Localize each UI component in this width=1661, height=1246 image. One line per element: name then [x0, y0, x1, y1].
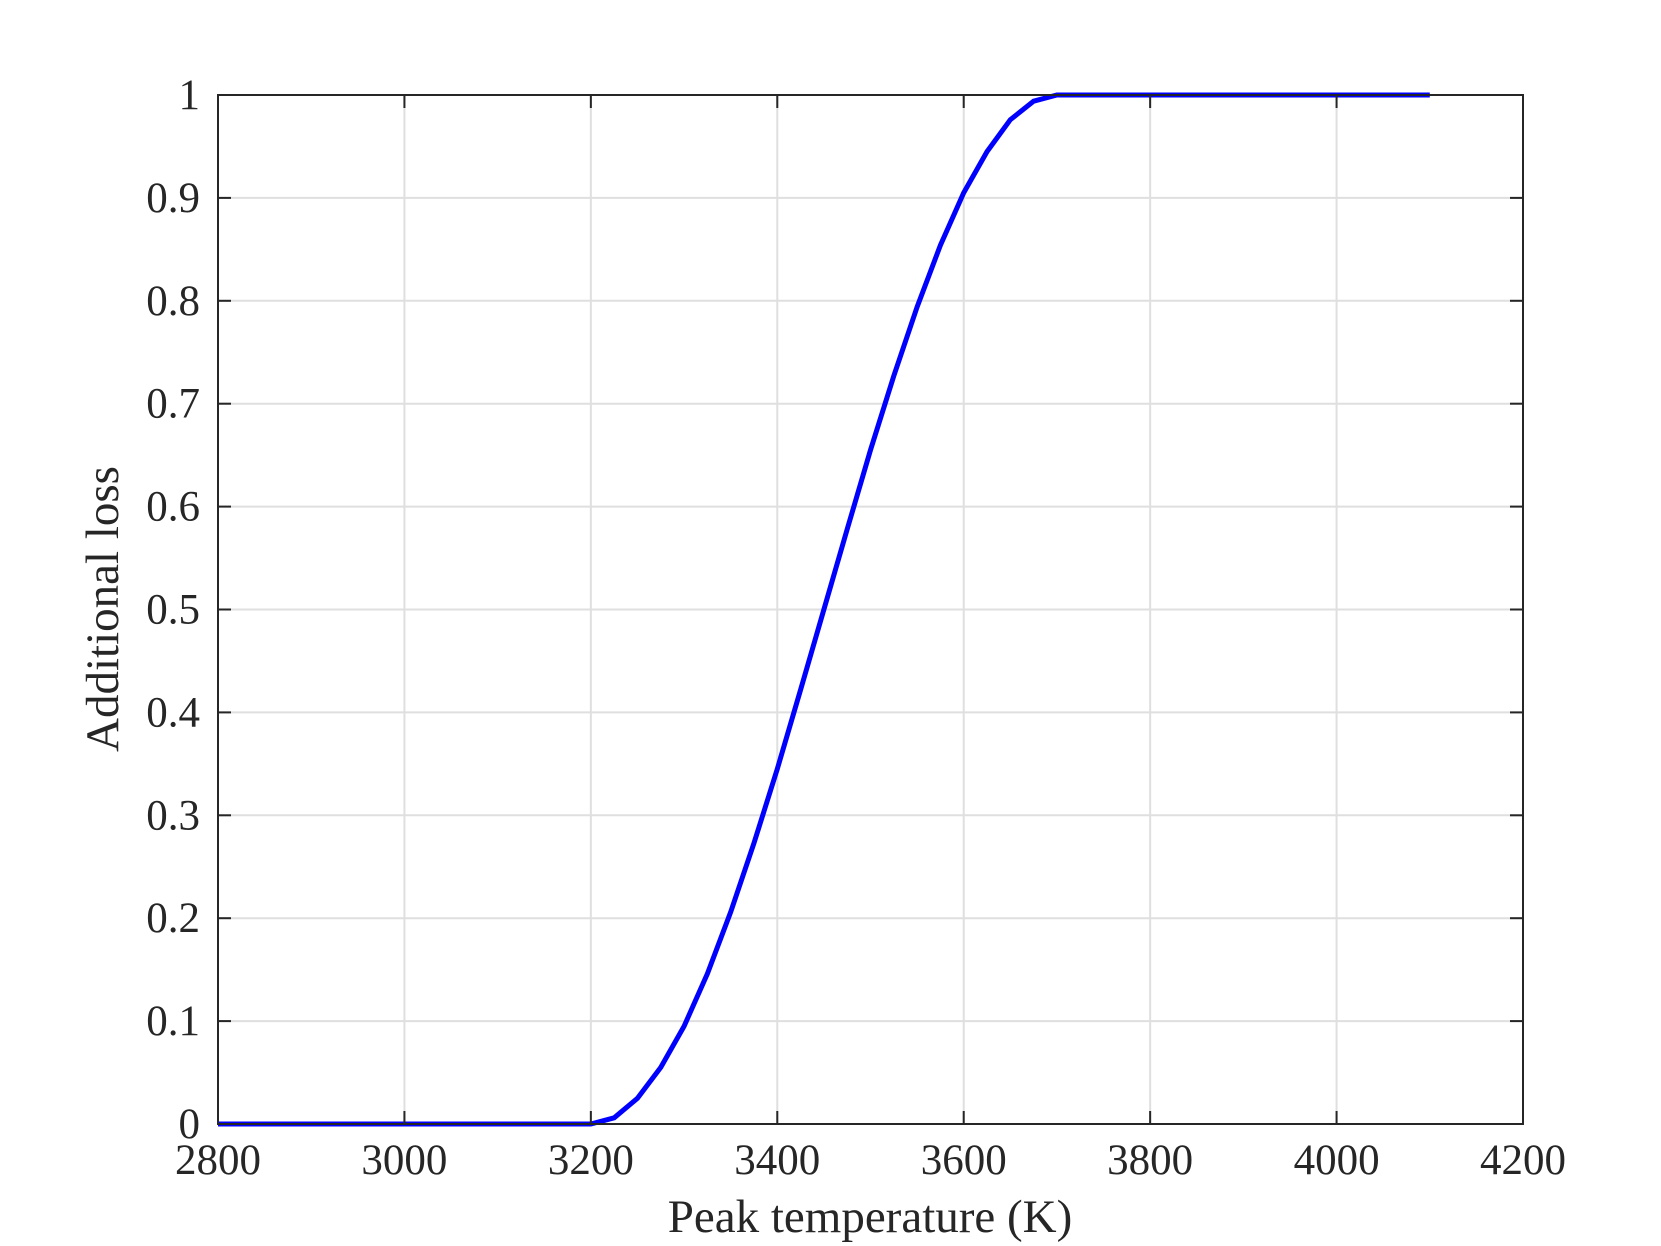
- x-tick-label: 2800: [175, 1137, 261, 1184]
- y-tick-label: 0.7: [146, 381, 200, 428]
- y-tick-label: 0.1: [146, 998, 200, 1045]
- x-tick-label: 4000: [1294, 1137, 1380, 1184]
- x-tick-label: 3400: [734, 1137, 820, 1184]
- x-tick-label: 3600: [921, 1137, 1007, 1184]
- data-line: [218, 92, 1430, 1127]
- x-tick-label: 4200: [1480, 1137, 1566, 1184]
- x-tick-label: 3800: [1107, 1137, 1193, 1184]
- x-tick-label: 3200: [548, 1137, 634, 1184]
- y-tick-label: 1: [179, 72, 201, 119]
- y-tick-label: 0.3: [146, 792, 200, 839]
- x-tick-label: 3000: [361, 1137, 447, 1184]
- y-tick-label: 0: [179, 1101, 201, 1148]
- y-tick-label: 0.4: [146, 689, 200, 736]
- y-tick-label: 0.6: [146, 484, 200, 531]
- y-tick-label: 0.5: [146, 587, 200, 634]
- y-tick-label: 0.9: [146, 175, 200, 222]
- x-axis-label: Peak temperature (K): [668, 1191, 1073, 1243]
- y-tick-label: 0.8: [146, 278, 200, 325]
- y-tick-label: 0.2: [146, 895, 200, 942]
- y-axis-label: Additional loss: [77, 466, 129, 752]
